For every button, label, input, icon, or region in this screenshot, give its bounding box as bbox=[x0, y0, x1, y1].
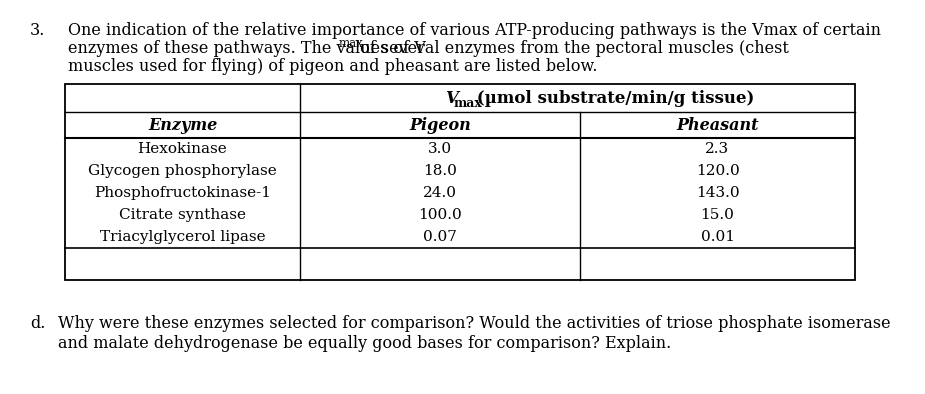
Text: of several enzymes from the pectoral muscles (chest: of several enzymes from the pectoral mus… bbox=[354, 40, 788, 57]
Text: 15.0: 15.0 bbox=[700, 208, 734, 222]
Text: 120.0: 120.0 bbox=[696, 164, 739, 178]
Bar bbox=[65, 84, 855, 280]
Text: enzymes of these pathways. The values of V: enzymes of these pathways. The values of… bbox=[68, 40, 426, 57]
Text: 100.0: 100.0 bbox=[418, 208, 462, 222]
Text: V: V bbox=[445, 89, 458, 106]
Text: 18.0: 18.0 bbox=[423, 164, 457, 178]
Text: Enzyme: Enzyme bbox=[148, 117, 217, 134]
Text: Phosphofructokinase-1: Phosphofructokinase-1 bbox=[94, 186, 271, 200]
Text: 0.07: 0.07 bbox=[423, 230, 457, 244]
Text: 24.0: 24.0 bbox=[423, 186, 457, 200]
Text: Glycogen phosphorylase: Glycogen phosphorylase bbox=[88, 164, 277, 178]
Text: Hexokinase: Hexokinase bbox=[138, 142, 228, 156]
Text: d.: d. bbox=[30, 315, 45, 332]
Text: Citrate synthase: Citrate synthase bbox=[119, 208, 246, 222]
Text: Why were these enzymes selected for comparison? Would the activities of triose p: Why were these enzymes selected for comp… bbox=[58, 315, 891, 332]
Text: Pheasant: Pheasant bbox=[676, 117, 758, 134]
Text: max: max bbox=[454, 97, 483, 110]
Text: Pigeon: Pigeon bbox=[409, 117, 471, 134]
Text: 0.01: 0.01 bbox=[700, 230, 734, 244]
Text: Triacylglycerol lipase: Triacylglycerol lipase bbox=[100, 230, 265, 244]
Text: and malate dehydrogenase be equally good bases for comparison? Explain.: and malate dehydrogenase be equally good… bbox=[58, 335, 672, 352]
Text: 3.0: 3.0 bbox=[428, 142, 452, 156]
Text: max: max bbox=[339, 37, 364, 50]
Text: (µmol substrate/min/g tissue): (µmol substrate/min/g tissue) bbox=[471, 89, 755, 106]
Text: muscles used for flying) of pigeon and pheasant are listed below.: muscles used for flying) of pigeon and p… bbox=[68, 58, 598, 75]
Text: 143.0: 143.0 bbox=[696, 186, 739, 200]
Text: 3.: 3. bbox=[30, 22, 45, 39]
Text: 2.3: 2.3 bbox=[706, 142, 730, 156]
Text: One indication of the relative importance of various ATP-producing pathways is t: One indication of the relative importanc… bbox=[68, 22, 881, 39]
